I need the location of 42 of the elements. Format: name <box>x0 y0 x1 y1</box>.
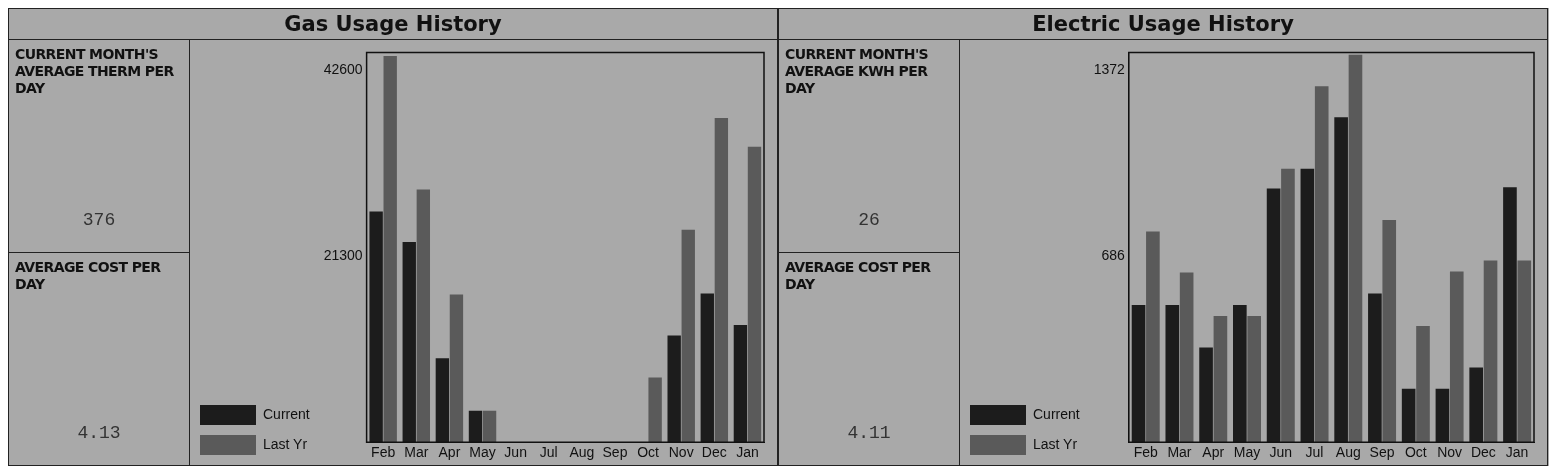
text: 26 <box>857 210 881 232</box>
chart-title: Gas Usage History <box>9 9 777 40</box>
x-tick-label: Aug <box>1335 444 1361 461</box>
y-tick-label: 42600 <box>323 60 363 77</box>
x-tick-label: Apr <box>438 444 461 461</box>
text: CURRENT MONTH'S AVERAGE THERM PER DAY <box>15 46 175 97</box>
text: 4.13 <box>76 423 122 445</box>
legend-label: Current <box>1033 405 1080 422</box>
x-tick-label: Jul <box>1305 444 1324 461</box>
y-tick-label: 1372 <box>1093 60 1126 77</box>
x-tick-label: Dec <box>701 444 727 461</box>
legend-label: Last Yr <box>1033 435 1078 452</box>
x-tick-label: May <box>1233 444 1261 461</box>
x-tick-label: Feb <box>1133 444 1158 461</box>
x-tick-label: Oct <box>1404 444 1427 461</box>
legend-label: Current <box>263 405 310 422</box>
x-tick-label: Mar <box>1167 444 1192 461</box>
legend-label: Last Yr <box>263 435 308 452</box>
x-tick-label: Oct <box>637 444 660 461</box>
x-tick-label: Nov <box>668 444 694 461</box>
x-tick-label: Jan <box>1505 444 1529 461</box>
x-tick-label: Sep <box>602 444 628 461</box>
x-tick-label: Mar <box>404 444 429 461</box>
x-tick-label: Nov <box>1437 444 1463 461</box>
x-tick-label: Jan <box>736 444 759 461</box>
x-tick-label: Jul <box>539 444 558 461</box>
x-tick-label: Apr <box>1202 444 1225 461</box>
chart-title: Electric Usage History <box>779 9 1547 40</box>
x-tick-label: Sep <box>1369 444 1395 461</box>
x-tick-label: Jun <box>504 444 527 461</box>
text: 376 <box>81 210 117 232</box>
x-tick-label: Feb <box>371 444 396 461</box>
text: AVERAGE COST PER DAY <box>15 259 162 293</box>
x-tick-label: Aug <box>569 444 595 461</box>
x-tick-label: May <box>469 444 496 461</box>
x-tick-label: Jun <box>1269 444 1293 461</box>
x-tick-label: Dec <box>1470 444 1496 461</box>
y-tick-label: 21300 <box>323 246 363 263</box>
text: CURRENT MONTH'S AVERAGE KWH PER DAY <box>785 46 930 97</box>
text: 4.11 <box>846 423 892 445</box>
y-tick-label: 686 <box>1101 246 1126 263</box>
text: AVERAGE COST PER DAY <box>785 259 932 293</box>
